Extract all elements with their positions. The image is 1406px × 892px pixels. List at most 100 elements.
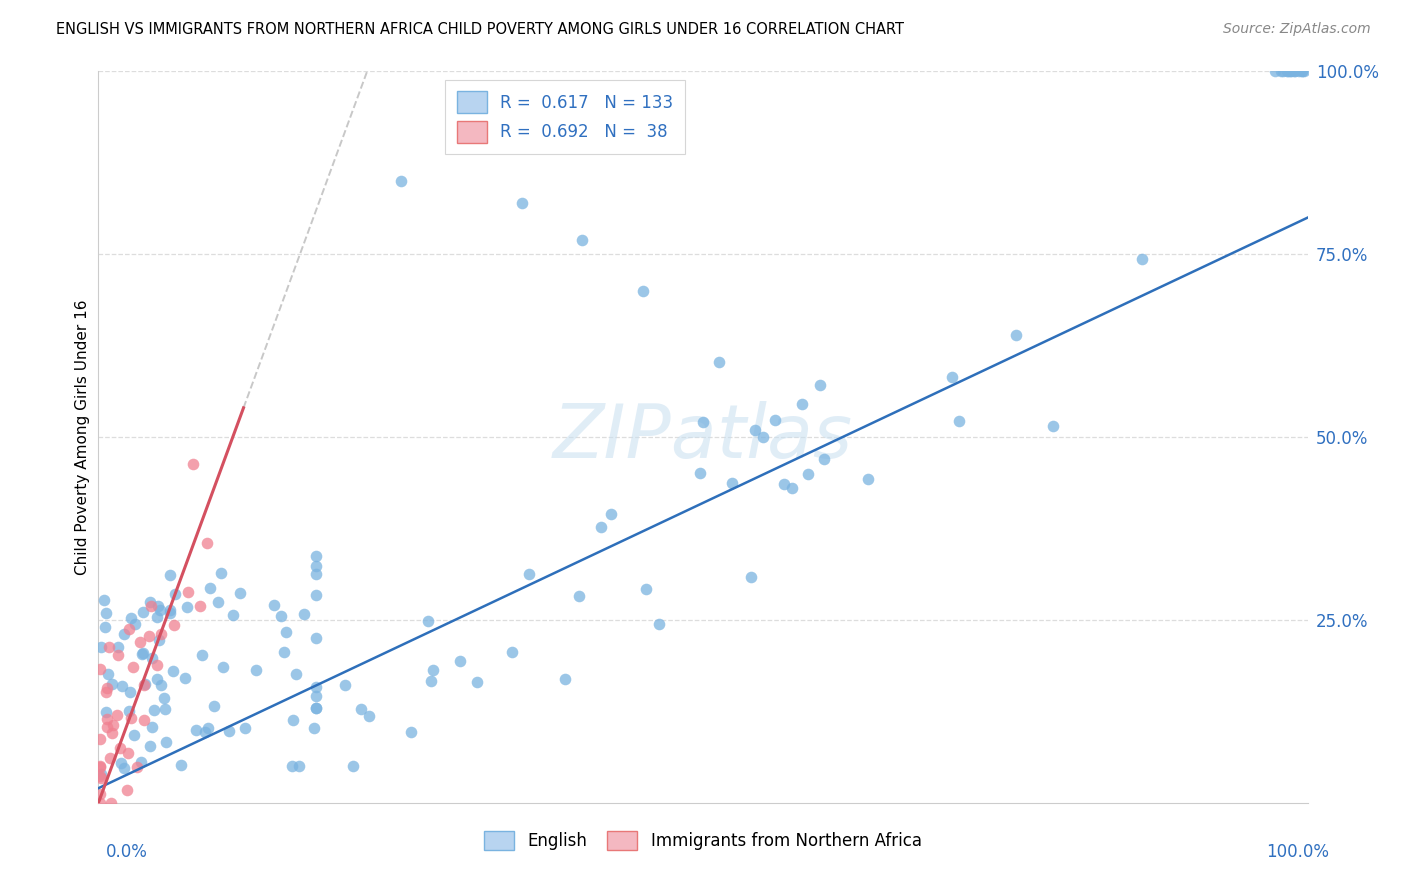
- Point: [177, 585, 200, 599]
- Point: [273, 645, 295, 659]
- Point: [89, 796, 111, 810]
- Point: [305, 689, 328, 703]
- Point: [305, 680, 328, 694]
- Point: [856, 472, 879, 486]
- Point: [763, 413, 786, 427]
- Point: [93, 593, 115, 607]
- Point: [141, 650, 163, 665]
- Point: [797, 467, 820, 481]
- Point: [221, 607, 243, 622]
- Point: [96, 720, 118, 734]
- Point: [740, 570, 762, 584]
- Point: [117, 746, 139, 760]
- Point: [720, 475, 742, 490]
- Point: [127, 760, 149, 774]
- Point: [194, 725, 217, 739]
- Point: [1004, 328, 1026, 343]
- Point: [274, 624, 297, 639]
- Point: [132, 714, 155, 728]
- Point: [139, 595, 162, 609]
- Point: [89, 768, 111, 782]
- Point: [501, 645, 523, 659]
- Point: [648, 617, 671, 632]
- Point: [689, 466, 711, 480]
- Point: [270, 609, 292, 624]
- Point: [121, 660, 143, 674]
- Point: [233, 722, 256, 736]
- Point: [115, 783, 138, 797]
- Point: [1291, 64, 1313, 78]
- Point: [342, 759, 364, 773]
- Point: [94, 705, 117, 719]
- Point: [149, 603, 172, 617]
- Point: [207, 595, 229, 609]
- Point: [120, 610, 142, 624]
- Point: [335, 678, 357, 692]
- Point: [118, 685, 141, 699]
- Point: [305, 588, 328, 602]
- Point: [359, 708, 381, 723]
- Point: [600, 508, 623, 522]
- Point: [305, 631, 328, 645]
- Point: [98, 640, 121, 654]
- Point: [305, 549, 328, 563]
- Point: [89, 759, 111, 773]
- Point: [780, 481, 803, 495]
- Text: ENGLISH VS IMMIGRANTS FROM NORTHERN AFRICA CHILD POVERTY AMONG GIRLS UNDER 16 CO: ENGLISH VS IMMIGRANTS FROM NORTHERN AFRI…: [56, 22, 904, 37]
- Point: [90, 766, 112, 780]
- Point: [792, 397, 814, 411]
- Point: [90, 640, 112, 654]
- Point: [145, 609, 167, 624]
- Point: [190, 599, 212, 613]
- Point: [89, 759, 111, 773]
- Point: [155, 734, 177, 748]
- Point: [89, 731, 111, 746]
- Point: [146, 599, 169, 614]
- Point: [813, 452, 835, 467]
- Point: [139, 599, 162, 614]
- Point: [105, 708, 128, 723]
- Point: [118, 704, 141, 718]
- Point: [305, 567, 328, 582]
- Point: [143, 703, 166, 717]
- Point: [350, 702, 373, 716]
- Point: [112, 627, 135, 641]
- Point: [139, 739, 162, 754]
- Point: [1264, 64, 1286, 78]
- Point: [752, 430, 775, 444]
- Point: [94, 685, 117, 699]
- Point: [449, 654, 471, 668]
- Point: [89, 662, 111, 676]
- Point: [159, 568, 181, 582]
- Point: [134, 677, 156, 691]
- Point: [589, 520, 612, 534]
- Point: [141, 720, 163, 734]
- Point: [159, 603, 181, 617]
- Point: [571, 233, 593, 247]
- Point: [305, 559, 328, 574]
- Point: [89, 787, 111, 801]
- Point: [1278, 64, 1301, 78]
- Point: [568, 590, 591, 604]
- Point: [304, 721, 326, 735]
- Point: [146, 657, 169, 672]
- Point: [96, 681, 118, 695]
- Point: [118, 622, 141, 636]
- Point: [150, 678, 173, 692]
- Point: [1132, 252, 1154, 266]
- Point: [152, 691, 174, 706]
- Point: [155, 702, 177, 716]
- Point: [554, 673, 576, 687]
- Point: [1284, 64, 1306, 78]
- Point: [1275, 64, 1298, 78]
- Point: [1279, 64, 1302, 78]
- Point: [245, 663, 267, 677]
- Point: [100, 796, 122, 810]
- Point: [124, 617, 146, 632]
- Y-axis label: Child Poverty Among Girls Under 16: Child Poverty Among Girls Under 16: [75, 300, 90, 574]
- Point: [107, 640, 129, 655]
- Point: [94, 607, 117, 621]
- Point: [132, 605, 155, 619]
- Point: [1271, 64, 1294, 78]
- Point: [101, 677, 124, 691]
